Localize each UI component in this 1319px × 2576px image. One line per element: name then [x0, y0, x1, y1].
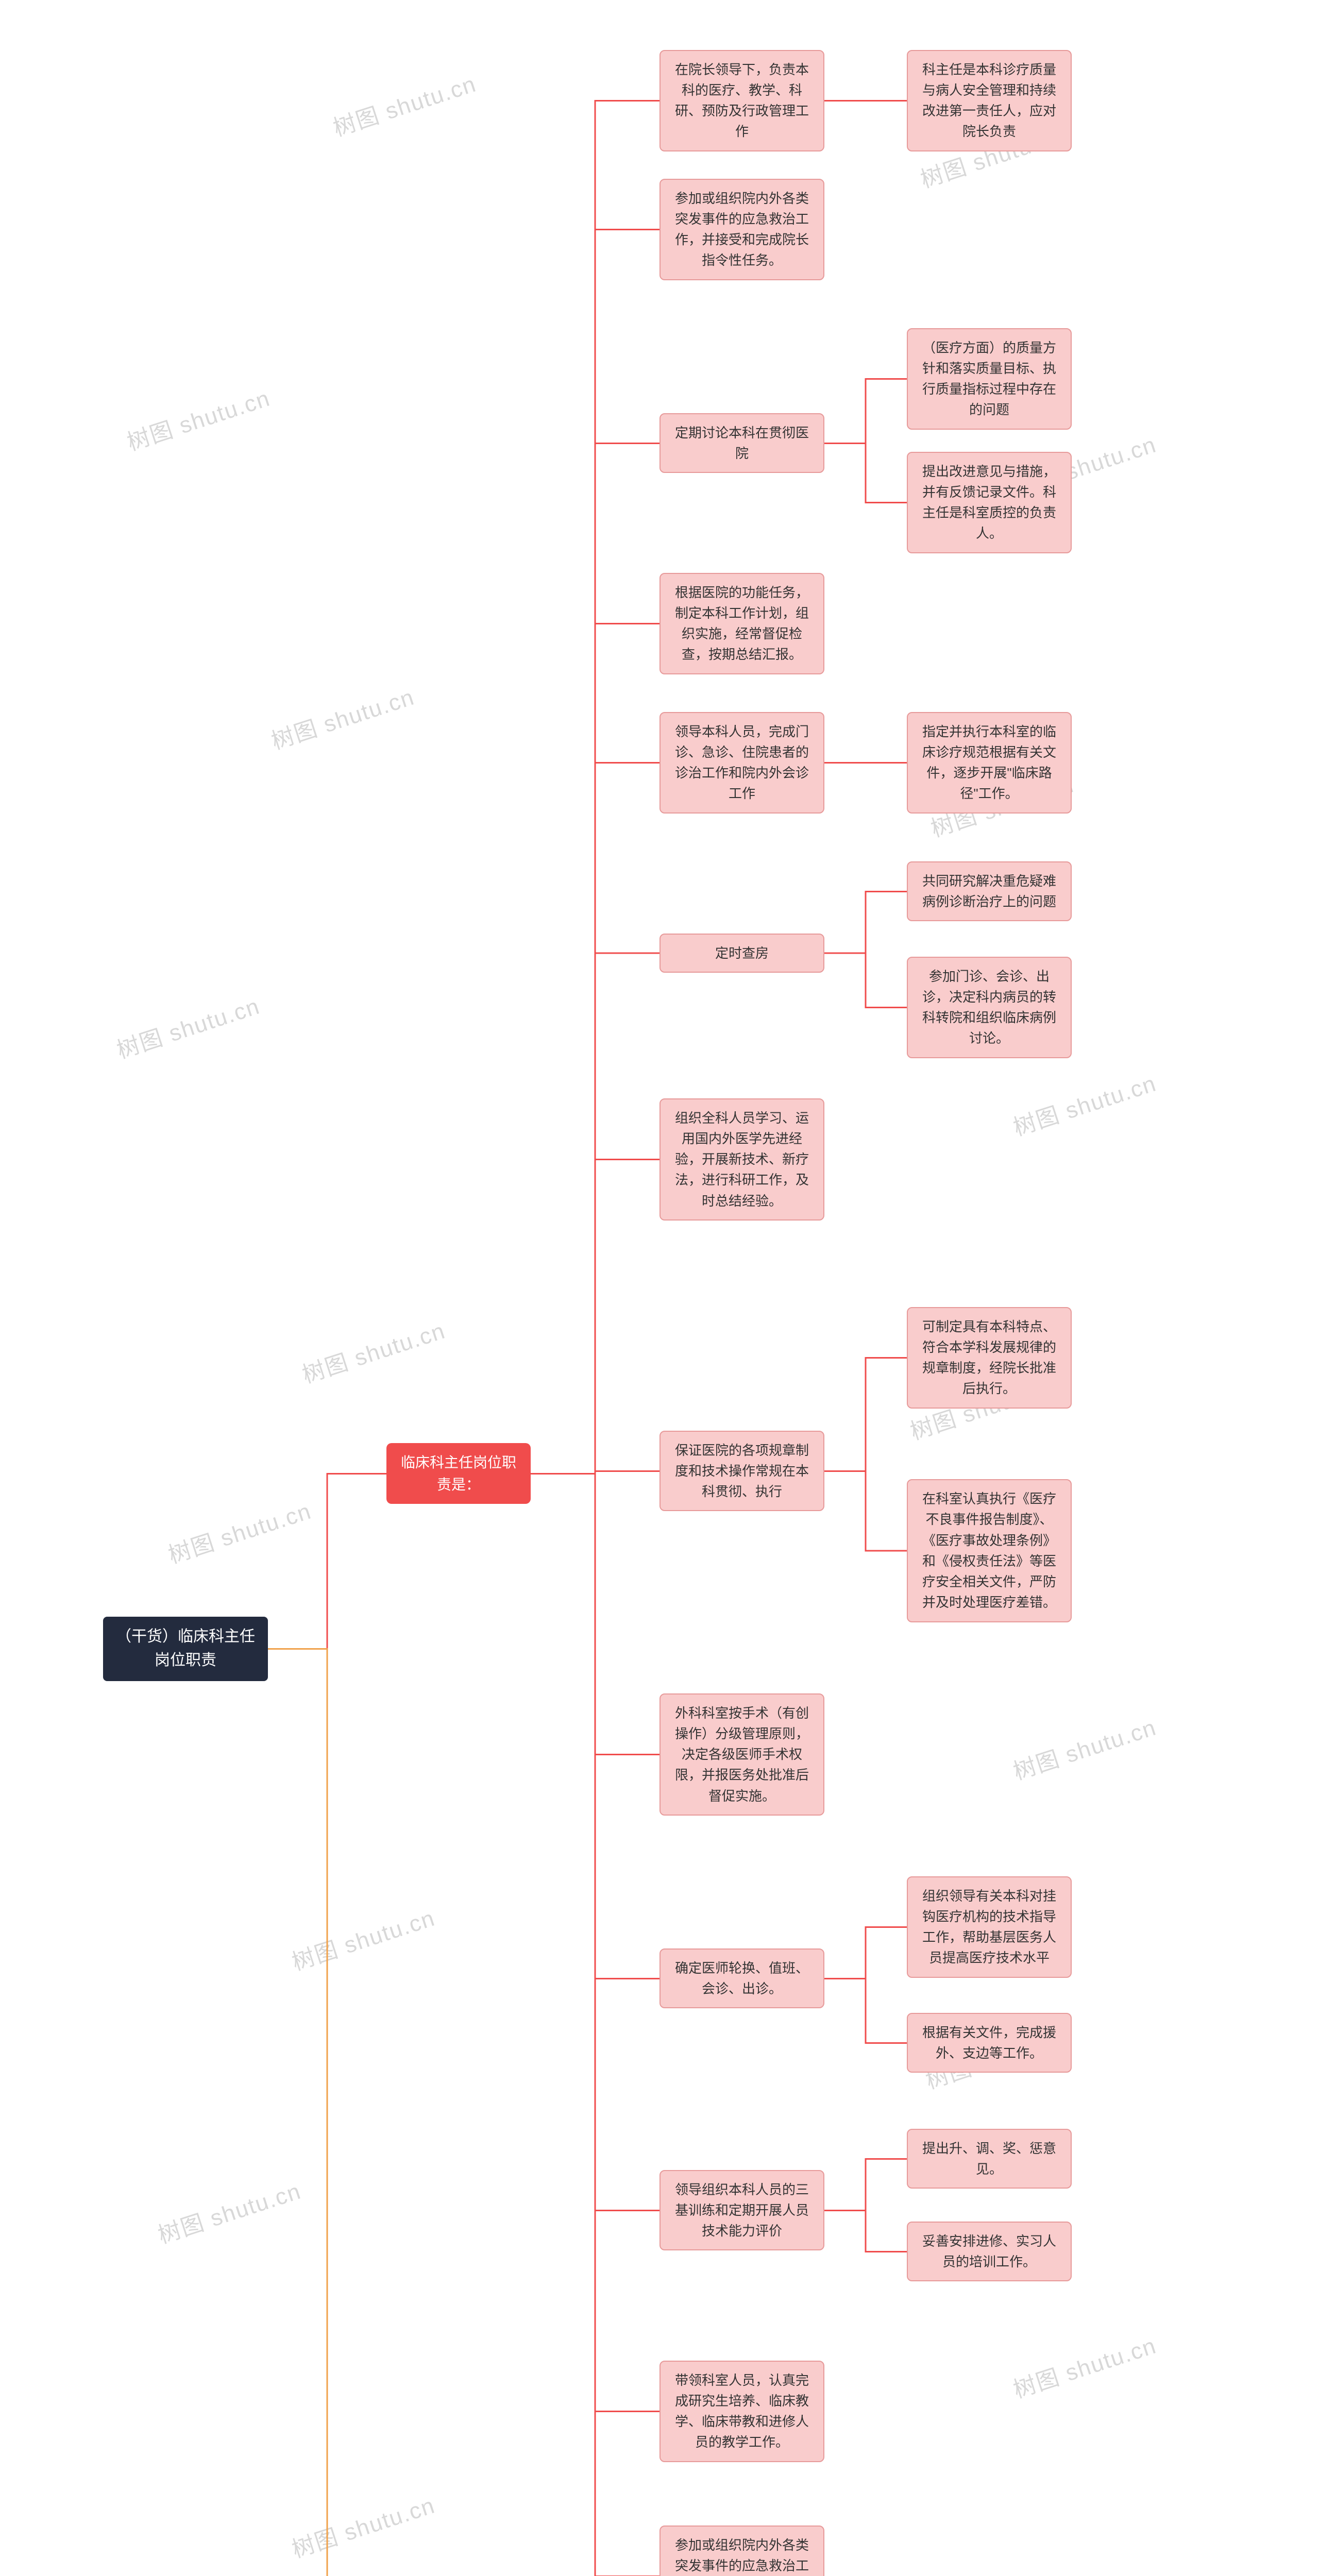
node-label: 参加或组织院内外各类突发事件的应急救治工作，并接受和完成院长指令性任务。: [671, 188, 813, 271]
node-A3: 定期讨论本科在贯彻医院: [660, 413, 824, 473]
watermark: 树图 shutu.cn: [1008, 1065, 1160, 1142]
node-label: 临床科主任岗位职责是：: [397, 1451, 520, 1496]
node-label: 外科科室按手术（有创操作）分级管理原则，决定各级医师手术权限，并报医务处批准后督…: [671, 1703, 813, 1806]
node-A12: 带领科室人员，认真完成研究生培养、临床教学、临床带教和进修人员的教学工作。: [660, 2361, 824, 2462]
node-A6: 定时查房: [660, 934, 824, 973]
node-A6b: 参加门诊、会诊、出诊，决定科内病员的转科转院和组织临床病例讨论。: [907, 957, 1072, 1058]
watermark: 树图 shutu.cn: [328, 65, 480, 143]
node-A13: 参加或组织院内外各类突发事件的应急救治工作，并接受和完成院长指令性任务。: [660, 2526, 824, 2576]
node-label: 组织领导有关本科对挂钩医疗机构的技术指导工作，帮助基层医务人员提高医疗技术水平: [918, 1886, 1060, 1969]
node-A2: 参加或组织院内外各类突发事件的应急救治工作，并接受和完成院长指令性任务。: [660, 179, 824, 280]
node-A3a: （医疗方面）的质量方针和落实质量目标、执行质量指标过程中存在的问题: [907, 328, 1072, 430]
node-label: 领导本科人员，完成门诊、急诊、住院患者的诊治工作和院内外会诊工作: [671, 721, 813, 804]
node-label: 根据医院的功能任务，制定本科工作计划，组织实施，经常督促检查，按期总结汇报。: [671, 582, 813, 665]
node-label: 定时查房: [715, 943, 769, 963]
node-label: 根据有关文件，完成援外、支边等工作。: [918, 2022, 1060, 2064]
node-A9: 外科科室按手术（有创操作）分级管理原则，决定各级医师手术权限，并报医务处批准后督…: [660, 1693, 824, 1816]
watermark: 树图 shutu.cn: [1008, 2327, 1160, 2404]
node-A1: 在院长领导下，负责本科的医疗、教学、科研、预防及行政管理工作: [660, 50, 824, 151]
node-label: 在院长领导下，负责本科的医疗、教学、科研、预防及行政管理工作: [671, 59, 813, 142]
node-label: 科主任是本科诊疗质量与病人安全管理和持续改进第一责任人，应对院长负责: [918, 59, 1060, 142]
node-label: 提出改进意见与措施，并有反馈记录文件。科主任是科室质控的负责人。: [918, 461, 1060, 544]
node-A11: 领导组织本科人员的三基训练和定期开展人员技术能力评价: [660, 2170, 824, 2251]
watermark: 树图 shutu.cn: [112, 988, 263, 1065]
node-A6a: 共同研究解决重危疑难病例诊断治疗上的问题: [907, 861, 1072, 922]
node-label: 在科室认真执行《医疗不良事件报告制度》、《医疗事故处理条例》和《侵权责任法》等医…: [918, 1488, 1060, 1613]
node-A7: 组织全科人员学习、运用国内外医学先进经验，开展新技术、新疗法，进行科研工作，及时…: [660, 1098, 824, 1221]
watermark: 树图 shutu.cn: [287, 2487, 438, 2564]
watermark: 树图 shutu.cn: [122, 380, 274, 457]
node-A1a: 科主任是本科诊疗质量与病人安全管理和持续改进第一责任人，应对院长负责: [907, 50, 1072, 151]
node-label: 保证医院的各项规章制度和技术操作常规在本科贯彻、执行: [671, 1440, 813, 1502]
watermark: 树图 shutu.cn: [163, 1493, 315, 1570]
node-label: 妥善安排进修、实习人员的培训工作。: [918, 2231, 1060, 2273]
node-A5: 领导本科人员，完成门诊、急诊、住院患者的诊治工作和院内外会诊工作: [660, 712, 824, 814]
node-A: 临床科主任岗位职责是：: [386, 1443, 531, 1504]
node-label: 参加或组织院内外各类突发事件的应急救治工作，并接受和完成院长指令性任务。: [671, 2535, 813, 2576]
watermark: 树图 shutu.cn: [287, 1900, 438, 1977]
watermark: 树图 shutu.cn: [153, 2173, 305, 2250]
node-A10a: 组织领导有关本科对挂钩医疗机构的技术指导工作，帮助基层医务人员提高医疗技术水平: [907, 1876, 1072, 1978]
watermark: 树图 shutu.cn: [1008, 1709, 1160, 1786]
root-label: （干货）临床科主任岗位职责: [113, 1625, 258, 1673]
node-A11b: 妥善安排进修、实习人员的培训工作。: [907, 2222, 1072, 2282]
node-label: 共同研究解决重危疑难病例诊断治疗上的问题: [918, 871, 1060, 912]
node-label: 可制定具有本科特点、符合本学科发展规律的规章制度，经院长批准后执行。: [918, 1316, 1060, 1399]
mindmap-canvas: 树图 shutu.cn 树图 shutu.cn 树图 shutu.cn 树图 shut…: [0, 0, 1319, 2576]
node-A4: 根据医院的功能任务，制定本科工作计划，组织实施，经常督促检查，按期总结汇报。: [660, 573, 824, 674]
node-label: 参加门诊、会诊、出诊，决定科内病员的转科转院和组织临床病例讨论。: [918, 966, 1060, 1049]
node-A3b: 提出改进意见与措施，并有反馈记录文件。科主任是科室质控的负责人。: [907, 452, 1072, 553]
root-node: （干货）临床科主任岗位职责: [103, 1617, 268, 1681]
node-label: 指定并执行本科室的临床诊疗规范根据有关文件，逐步开展"临床路径"工作。: [918, 721, 1060, 804]
node-A8: 保证医院的各项规章制度和技术操作常规在本科贯彻、执行: [660, 1431, 824, 1512]
node-label: （医疗方面）的质量方针和落实质量目标、执行质量指标过程中存在的问题: [918, 337, 1060, 420]
node-A5a: 指定并执行本科室的临床诊疗规范根据有关文件，逐步开展"临床路径"工作。: [907, 712, 1072, 814]
watermark: 树图 shutu.cn: [297, 1312, 449, 1389]
node-label: 带领科室人员，认真完成研究生培养、临床教学、临床带教和进修人员的教学工作。: [671, 2370, 813, 2453]
node-label: 确定医师轮换、值班、会诊、出诊。: [671, 1958, 813, 1999]
node-label: 定期讨论本科在贯彻医院: [671, 422, 813, 464]
node-label: 领导组织本科人员的三基训练和定期开展人员技术能力评价: [671, 2179, 813, 2242]
node-A10b: 根据有关文件，完成援外、支边等工作。: [907, 2013, 1072, 2073]
node-label: 组织全科人员学习、运用国内外医学先进经验，开展新技术、新疗法，进行科研工作，及时…: [671, 1108, 813, 1211]
watermark: 树图 shutu.cn: [266, 679, 418, 756]
node-A10: 确定医师轮换、值班、会诊、出诊。: [660, 1948, 824, 2009]
node-label: 提出升、调、奖、惩意见。: [918, 2138, 1060, 2180]
node-A8a: 可制定具有本科特点、符合本学科发展规律的规章制度，经院长批准后执行。: [907, 1307, 1072, 1409]
node-A11a: 提出升、调、奖、惩意见。: [907, 2129, 1072, 2189]
node-A8b: 在科室认真执行《医疗不良事件报告制度》、《医疗事故处理条例》和《侵权责任法》等医…: [907, 1479, 1072, 1622]
